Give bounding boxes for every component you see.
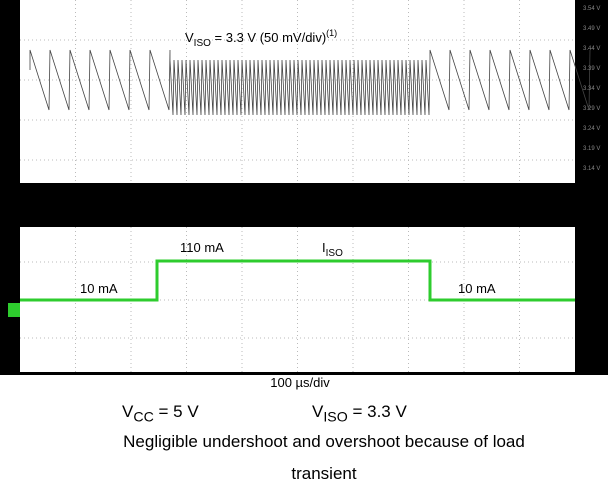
scale-label: 3.54 V [583,6,600,12]
voltage-label: VISO = 3.3 V (50 mV/div)(1) [185,28,337,49]
scale-label: 3.24 V [583,126,600,132]
scale-label: 3.44 V [583,46,600,52]
caption-line: Negligible undershoot and overshoot beca… [123,432,525,451]
timebase-label: 100 µs/div [270,375,330,390]
low-current-label: 10 mA [80,281,118,296]
current-label: IISO [322,240,343,259]
scale-label: 3.39 V [583,66,600,72]
high-current-label: 110 mA [180,240,224,255]
condition: VCC = 5 V [122,402,199,426]
scope: VISO = 3.3 V (50 mV/div)(1) 3.54 V 3.49 V… [0,0,608,390]
scale-label: 3.14 V [583,166,600,172]
low-current-label: 10 mA [458,281,496,296]
scale-label: 3.34 V [583,86,600,92]
scale-label: 3.29 V [583,106,600,112]
scale-label: 3.19 V [583,146,600,152]
right-scale: 3.54 V 3.49 V 3.44 V 3.39 V 3.34 V 3.29 V 3.24… [583,6,600,172]
caption-line: transient [291,464,357,483]
voltage-trace [29,49,591,116]
scale-label: 3.49 V [583,26,600,32]
condition: VISO = 3.3 V [312,402,407,426]
current-trace [20,259,575,302]
channel-marker [8,303,20,317]
